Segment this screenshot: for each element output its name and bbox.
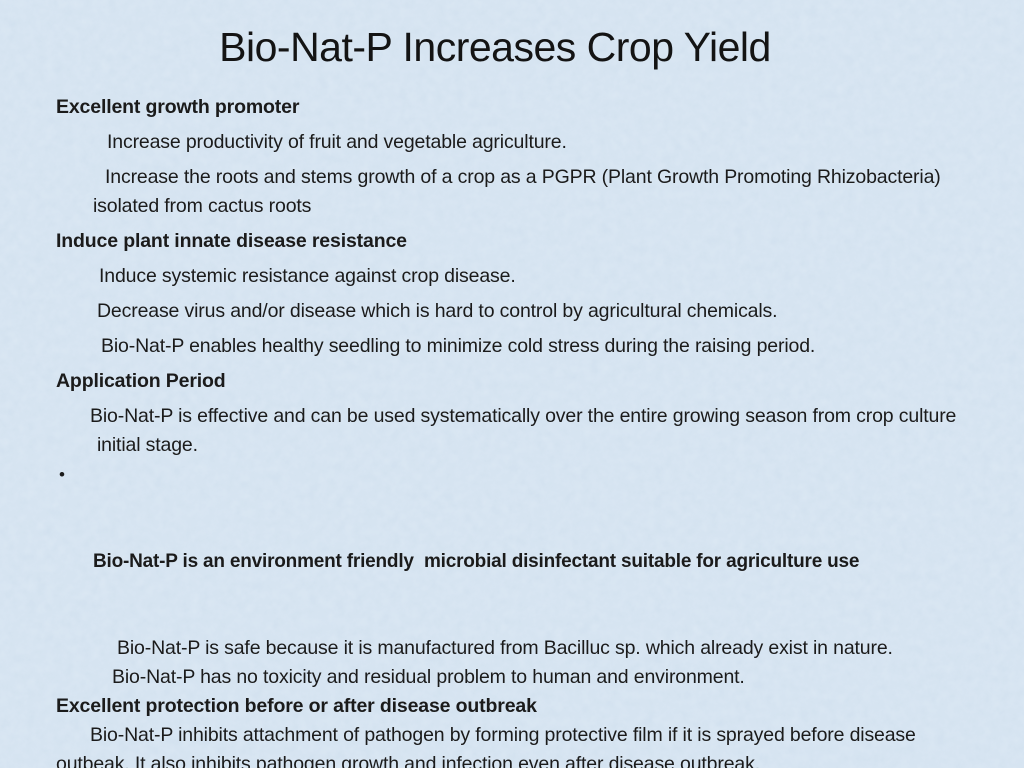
heading-disease-resistance: Induce plant innate disease resistance [56,230,407,252]
body-line: Bio-Nat-P inhibits attachment of pathoge… [56,724,922,768]
bullet-item-label: Bio-Nat-P is an environment friendly mic… [93,551,860,572]
body-line: Increase the roots and stems growth of a… [93,166,946,217]
heading-growth-promoter: Excellent growth promoter [56,96,300,118]
body-line: Bio-Nat-P enables healthy seedling to mi… [101,335,816,357]
heading-application-period: Application Period [56,370,226,392]
body-line: Increase productivity of fruit and veget… [107,131,567,153]
body-line: Bio-Nat-P is safe because it is manufact… [117,637,893,659]
bullet-icon: • [59,465,65,484]
body-line: Induce systemic resistance against crop … [99,265,516,287]
slide-body: Excellent growth promoter Increase produ… [0,93,1024,768]
body-line: Bio-Nat-P has no toxicity and residual p… [112,666,745,688]
slide-title: Bio-Nat-P Increases Crop Yield [219,24,771,70]
heading-protection: Excellent protection before or after dis… [56,695,537,717]
bullet-item: • Bio-Nat-P is an environment friendly m… [56,460,994,634]
slide-content: Bio-Nat-P Increases Crop Yield Excellent… [0,20,1024,768]
body-line: Decrease virus and/or disease which is h… [97,300,778,322]
body-line: Bio-Nat-P is effective and can be used s… [90,405,962,456]
